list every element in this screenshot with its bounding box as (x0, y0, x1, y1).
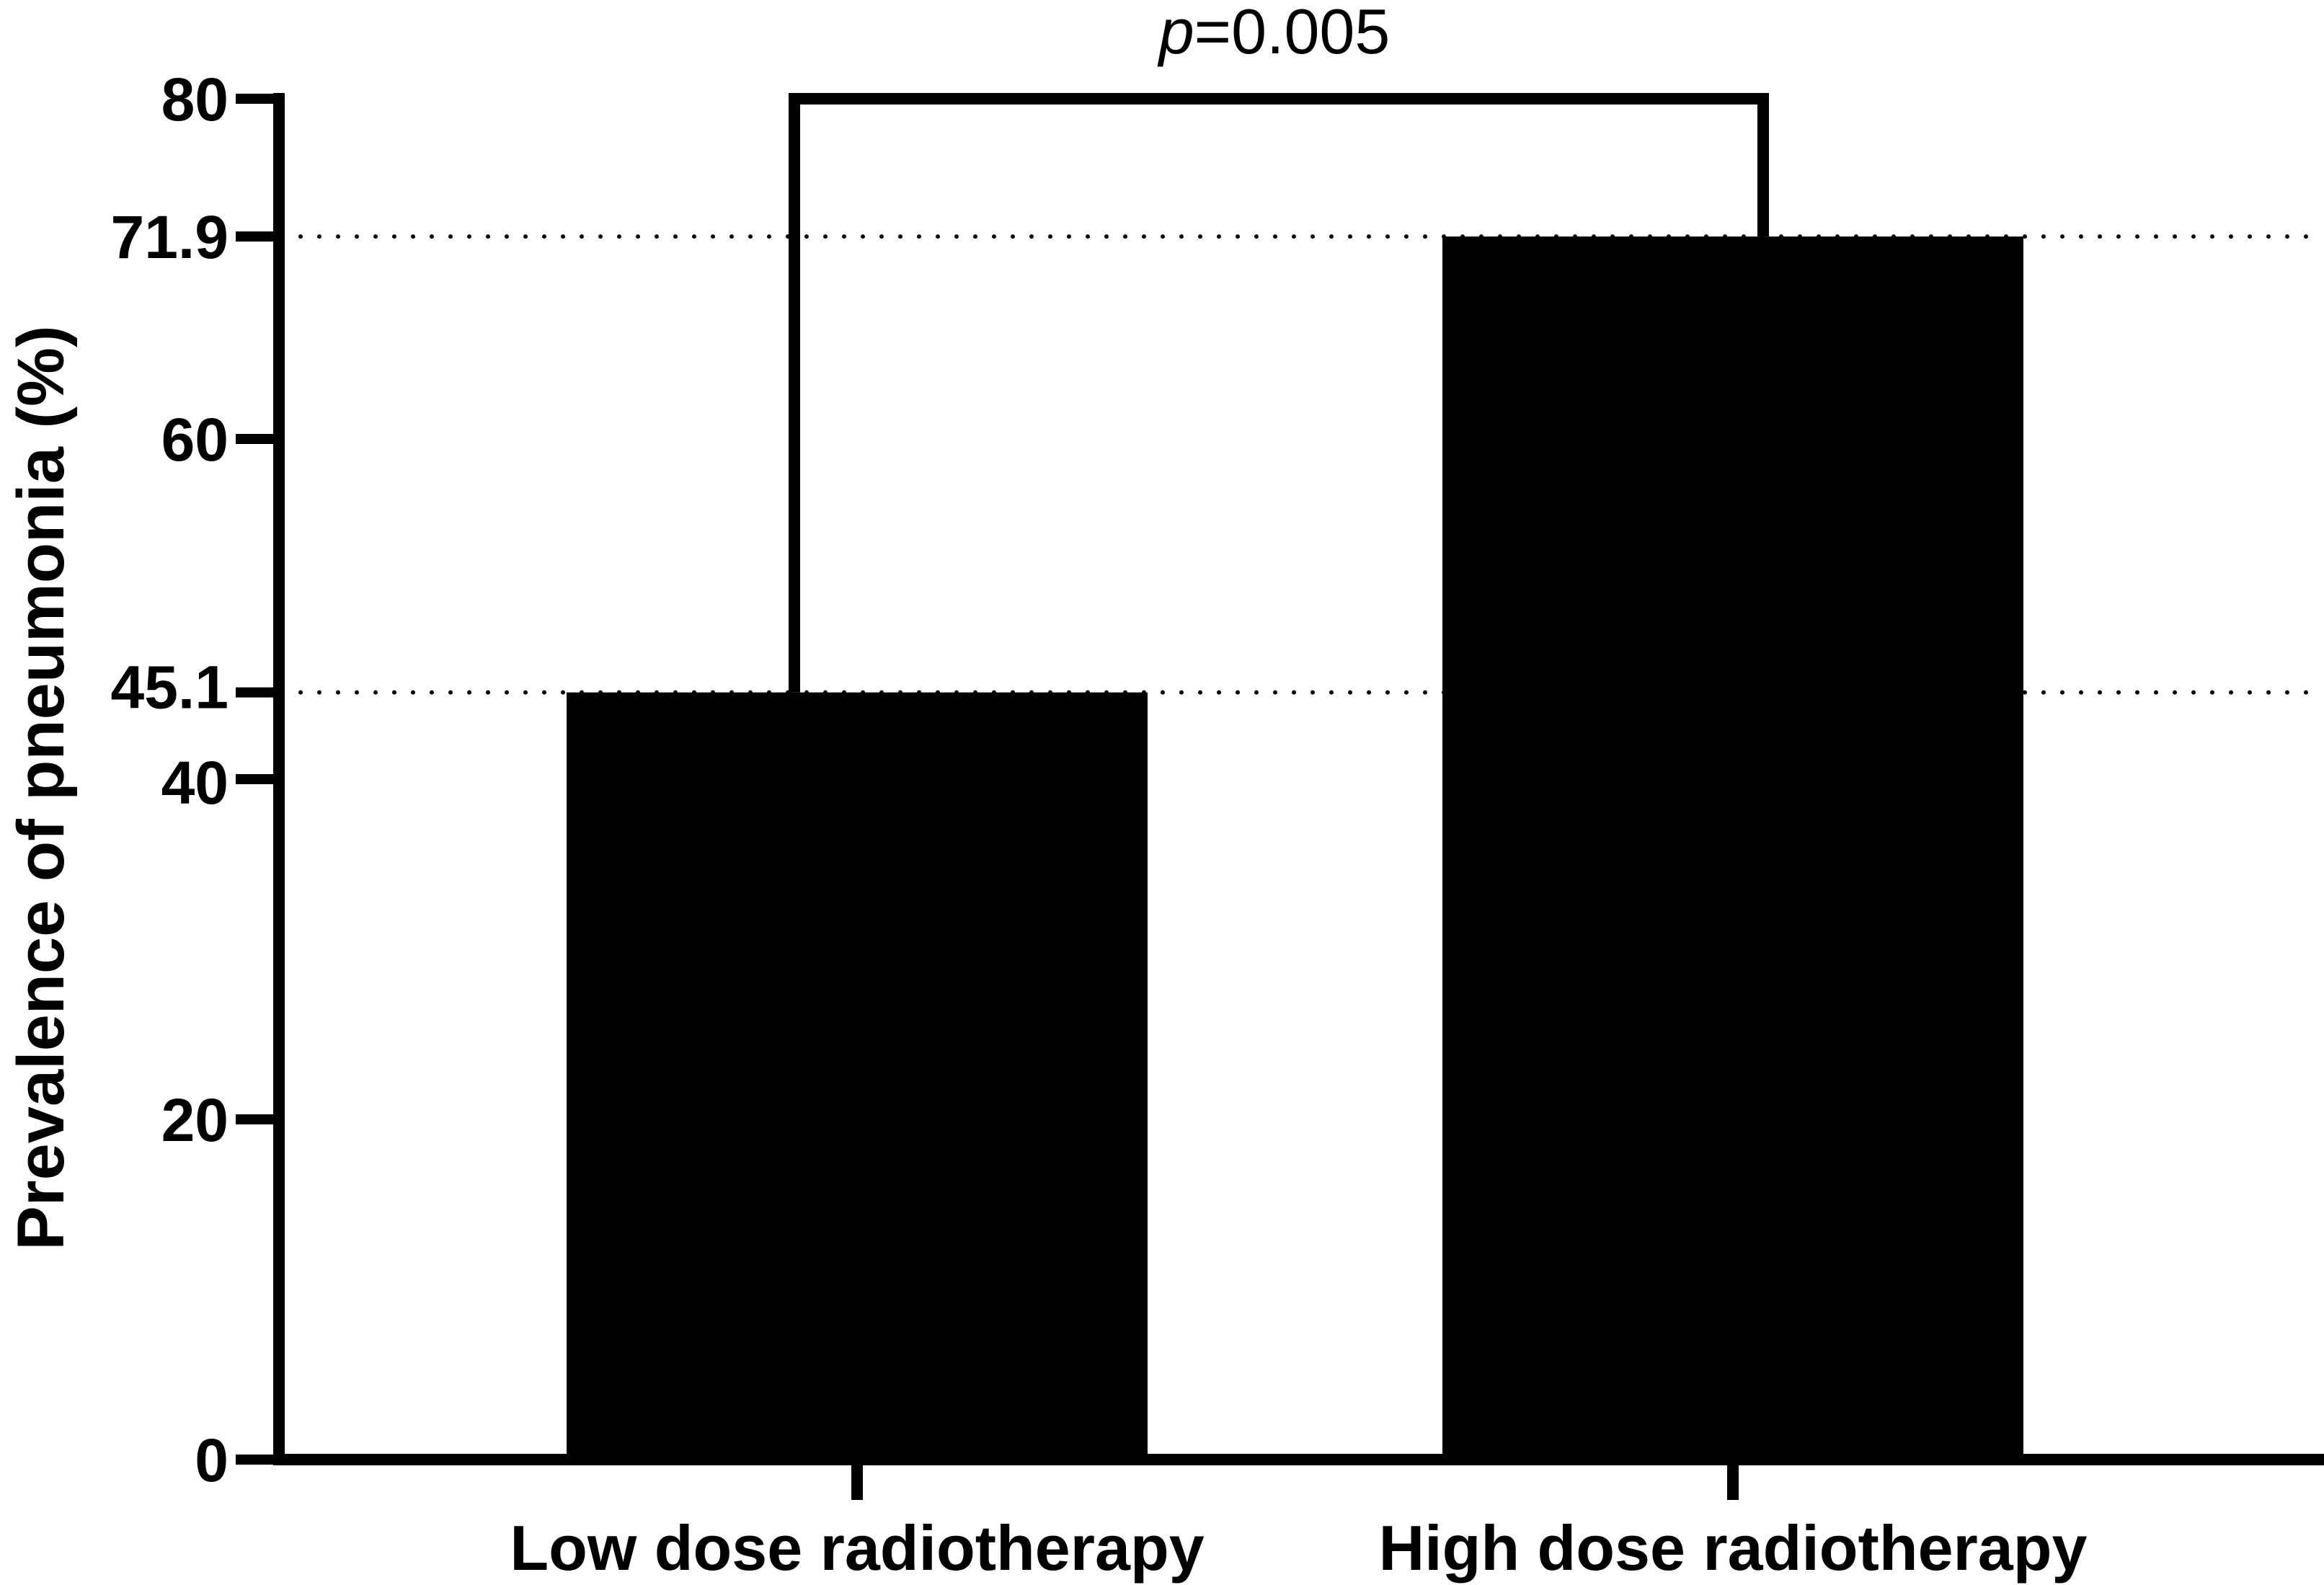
x-ticks: Low dose radiotherapy High dose radiother… (510, 1460, 2087, 1584)
y-tick-label-1: 20 (161, 1086, 229, 1154)
y-tick-label-3: 45.1 (111, 654, 229, 722)
bar-0 (567, 692, 1148, 1460)
p-value-text: =0.005 (1194, 0, 1391, 67)
p-value-prefix: p (1157, 0, 1194, 67)
significance-bracket (789, 93, 1769, 693)
y-tick-label-4: 60 (161, 406, 229, 474)
p-value-annotation: p=0.005 (1157, 0, 1391, 67)
bar-1 (1442, 236, 2023, 1460)
x-tick-label-1: High dose radiotherapy (1379, 1512, 2088, 1584)
y-axis-title: Prevalence of pneumonia (%) (4, 325, 78, 1250)
y-tick-label-2: 40 (161, 749, 229, 817)
y-tick-label-0: 0 (195, 1426, 229, 1494)
bracket-line (789, 93, 1769, 693)
bars (567, 236, 2023, 1460)
y-tick-label-5: 71.9 (111, 203, 229, 271)
y-ticks: 0 20 40 45.1 60 71.9 80 (111, 66, 279, 1494)
y-tick-label-6: 80 (161, 66, 229, 133)
x-tick-label-0: Low dose radiotherapy (510, 1512, 1204, 1584)
